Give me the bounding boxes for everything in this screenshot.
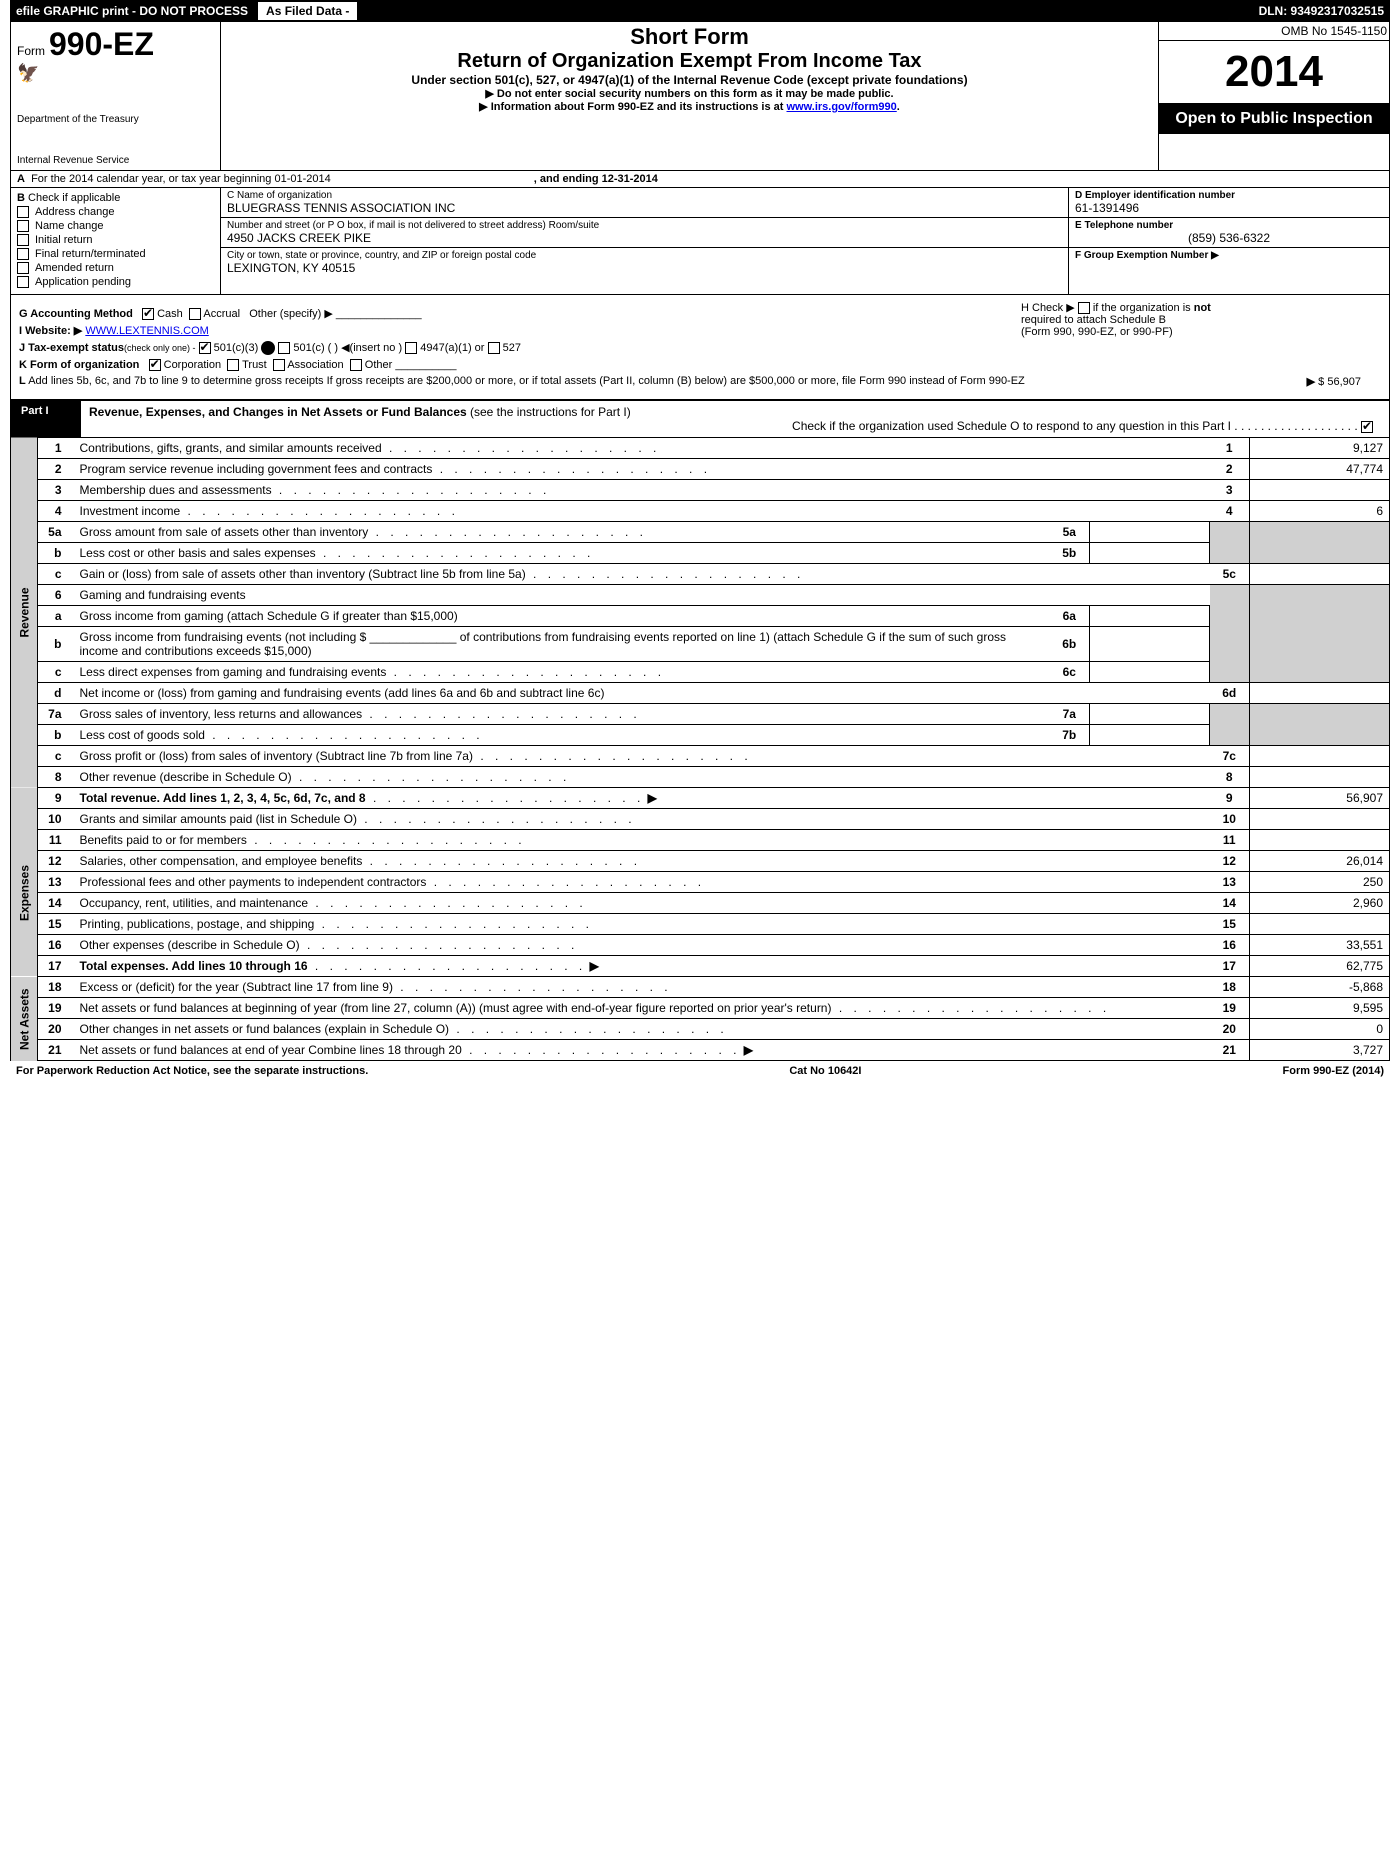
part1-table: Revenue 1 Contributions, gifts, grants, … xyxy=(10,438,1390,1061)
val-5c xyxy=(1250,564,1390,585)
val-19: 9,595 xyxy=(1250,998,1390,1019)
val-1: 9,127 xyxy=(1250,438,1390,459)
val-2: 47,774 xyxy=(1250,459,1390,480)
row-a: A For the 2014 calendar year, or tax yea… xyxy=(10,171,1390,188)
short-form-title: Short Form xyxy=(229,24,1150,50)
val-14: 2,960 xyxy=(1250,893,1390,914)
val-15 xyxy=(1250,914,1390,935)
subtitle: Under section 501(c), 527, or 4947(a)(1)… xyxy=(229,73,1150,87)
val-16: 33,551 xyxy=(1250,935,1390,956)
line-k: K Form of organization Corporation Trust… xyxy=(19,359,1381,371)
topbar-mid: As Filed Data - xyxy=(258,2,357,20)
val-11 xyxy=(1250,830,1390,851)
note-info: ▶ Information about Form 990-EZ and its … xyxy=(229,100,1150,113)
section-bcdef: B Check if applicable Address change Nam… xyxy=(10,188,1390,295)
val-7c xyxy=(1250,746,1390,767)
netassets-label: Net Assets xyxy=(11,977,38,1061)
footer-right: Form 990-EZ (2014) xyxy=(1283,1065,1384,1077)
telephone: (859) 536-6322 xyxy=(1075,231,1383,245)
topbar-dln: DLN: 93492317032515 xyxy=(1253,4,1390,18)
val-20: 0 xyxy=(1250,1019,1390,1040)
irs-link[interactable]: www.irs.gov/form990 xyxy=(787,101,897,113)
topbar: efile GRAPHIC print - DO NOT PROCESS As … xyxy=(10,0,1390,22)
chk-application-pending[interactable] xyxy=(17,276,29,288)
return-title: Return of Organization Exempt From Incom… xyxy=(229,50,1150,73)
chk-501c3[interactable] xyxy=(199,342,211,354)
form-word: Form xyxy=(17,44,45,58)
chk-527[interactable] xyxy=(488,342,500,354)
header-mid: Short Form Return of Organization Exempt… xyxy=(221,22,1159,170)
val-8 xyxy=(1250,767,1390,788)
schedule-icon[interactable] xyxy=(261,341,275,355)
website-link[interactable]: WWW.LEXTENNIS.COM xyxy=(85,325,208,337)
chk-initial-return[interactable] xyxy=(17,234,29,246)
val-13: 250 xyxy=(1250,872,1390,893)
chk-final-return[interactable] xyxy=(17,248,29,260)
expenses-label: Expenses xyxy=(11,809,38,977)
header-right: OMB No 1545-1150 2014 Open to Public Ins… xyxy=(1159,22,1389,170)
dept-irs: Internal Revenue Service xyxy=(17,155,214,166)
tax-year: 2014 xyxy=(1159,41,1389,104)
chk-cash[interactable] xyxy=(142,308,154,320)
val-18: -5,868 xyxy=(1250,977,1390,998)
part1-header: Part I Revenue, Expenses, and Changes in… xyxy=(10,400,1390,438)
chk-association[interactable] xyxy=(273,359,285,371)
chk-other-org[interactable] xyxy=(350,359,362,371)
col-b: B Check if applicable Address change Nam… xyxy=(11,188,221,294)
chk-501c[interactable] xyxy=(278,342,290,354)
col-c: C Name of organization BLUEGRASS TENNIS … xyxy=(221,188,1069,294)
header: Form 990-EZ 🦅 Department of the Treasury… xyxy=(10,22,1390,171)
chk-corporation[interactable] xyxy=(149,359,161,371)
val-21: 3,727 xyxy=(1250,1040,1390,1061)
line-h: H Check ▶ if the organization is not req… xyxy=(1021,301,1381,338)
line-j: J Tax-exempt status(check only one) - 50… xyxy=(19,341,1381,355)
dept-treasury: Department of the Treasury xyxy=(17,114,214,125)
val-4: 6 xyxy=(1250,501,1390,522)
org-name: BLUEGRASS TENNIS ASSOCIATION INC xyxy=(227,201,1062,215)
chk-schedule-b[interactable] xyxy=(1078,302,1090,314)
chk-schedule-o[interactable] xyxy=(1361,421,1373,433)
val-3 xyxy=(1250,480,1390,501)
footer: For Paperwork Reduction Act Notice, see … xyxy=(10,1061,1390,1081)
note-ssn: ▶ Do not enter social security numbers o… xyxy=(229,87,1150,100)
ein: 61-1391496 xyxy=(1075,201,1383,215)
topbar-left: efile GRAPHIC print - DO NOT PROCESS xyxy=(10,4,254,18)
open-public: Open to Public Inspection xyxy=(1159,104,1389,134)
chk-amended-return[interactable] xyxy=(17,262,29,274)
val-10 xyxy=(1250,809,1390,830)
revenue-label: Revenue xyxy=(11,438,38,788)
chk-trust[interactable] xyxy=(227,359,239,371)
val-17: 62,775 xyxy=(1250,956,1390,977)
val-9: 56,907 xyxy=(1250,788,1390,809)
omb-number: OMB No 1545-1150 xyxy=(1159,22,1389,41)
chk-accrual[interactable] xyxy=(189,308,201,320)
footer-mid: Cat No 10642I xyxy=(789,1065,861,1077)
chk-4947[interactable] xyxy=(405,342,417,354)
line-l: L Add lines 5b, 6c, and 7b to line 9 to … xyxy=(19,375,1381,387)
header-left: Form 990-EZ 🦅 Department of the Treasury… xyxy=(11,22,221,170)
chk-name-change[interactable] xyxy=(17,220,29,232)
val-6d xyxy=(1250,683,1390,704)
chk-address-change[interactable] xyxy=(17,206,29,218)
col-def: D Employer identification number 61-1391… xyxy=(1069,188,1389,294)
form-number: 990-EZ xyxy=(49,26,154,63)
footer-left: For Paperwork Reduction Act Notice, see … xyxy=(16,1065,368,1077)
gross-receipts: $ 56,907 xyxy=(1318,376,1361,388)
irs-eagle-icon: 🦅 xyxy=(17,63,214,84)
org-city: LEXINGTON, KY 40515 xyxy=(227,261,1062,275)
org-street: 4950 JACKS CREEK PIKE xyxy=(227,231,1062,245)
section-g-through-l: H Check ▶ if the organization is not req… xyxy=(10,295,1390,400)
val-12: 26,014 xyxy=(1250,851,1390,872)
